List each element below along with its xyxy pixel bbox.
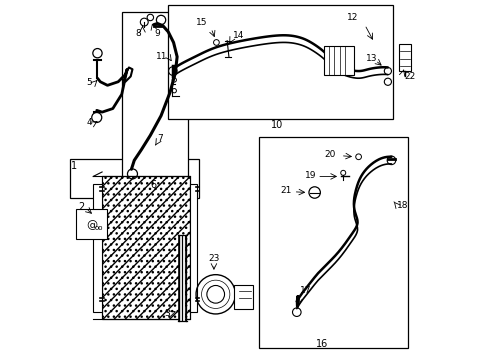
Bar: [398, 44, 411, 71]
Text: 20: 20: [325, 150, 336, 159]
Bar: [102, 176, 190, 319]
Text: 17: 17: [300, 286, 312, 295]
Bar: [76, 208, 107, 239]
Polygon shape: [93, 184, 102, 312]
Bar: [168, 5, 393, 119]
Bar: [259, 137, 408, 348]
Text: @: @: [86, 220, 97, 230]
Bar: [323, 46, 354, 75]
Text: 11: 11: [156, 52, 167, 61]
Bar: [234, 285, 253, 309]
Text: 9: 9: [154, 29, 160, 38]
Bar: [122, 12, 188, 180]
Bar: [102, 176, 190, 319]
Text: 6: 6: [151, 180, 157, 190]
Bar: [70, 158, 198, 198]
Text: 18: 18: [397, 201, 408, 210]
Text: 14: 14: [232, 31, 244, 40]
Bar: [190, 184, 197, 312]
Text: 5: 5: [86, 78, 92, 87]
Text: 1: 1: [71, 161, 77, 171]
Text: 10: 10: [271, 120, 283, 130]
Text: 15: 15: [196, 18, 208, 27]
Text: 12: 12: [346, 13, 358, 22]
Text: oo: oo: [95, 225, 103, 231]
Text: 23: 23: [208, 254, 220, 263]
Text: 2: 2: [78, 202, 84, 212]
Text: 19: 19: [305, 171, 317, 180]
Text: 22: 22: [404, 72, 415, 81]
Text: 4: 4: [86, 118, 92, 127]
Text: 16: 16: [316, 339, 328, 349]
Text: 13: 13: [366, 54, 378, 63]
Text: 21: 21: [281, 185, 292, 194]
Text: 8: 8: [136, 29, 142, 38]
Text: 3: 3: [164, 309, 170, 318]
Text: 7: 7: [157, 134, 163, 143]
